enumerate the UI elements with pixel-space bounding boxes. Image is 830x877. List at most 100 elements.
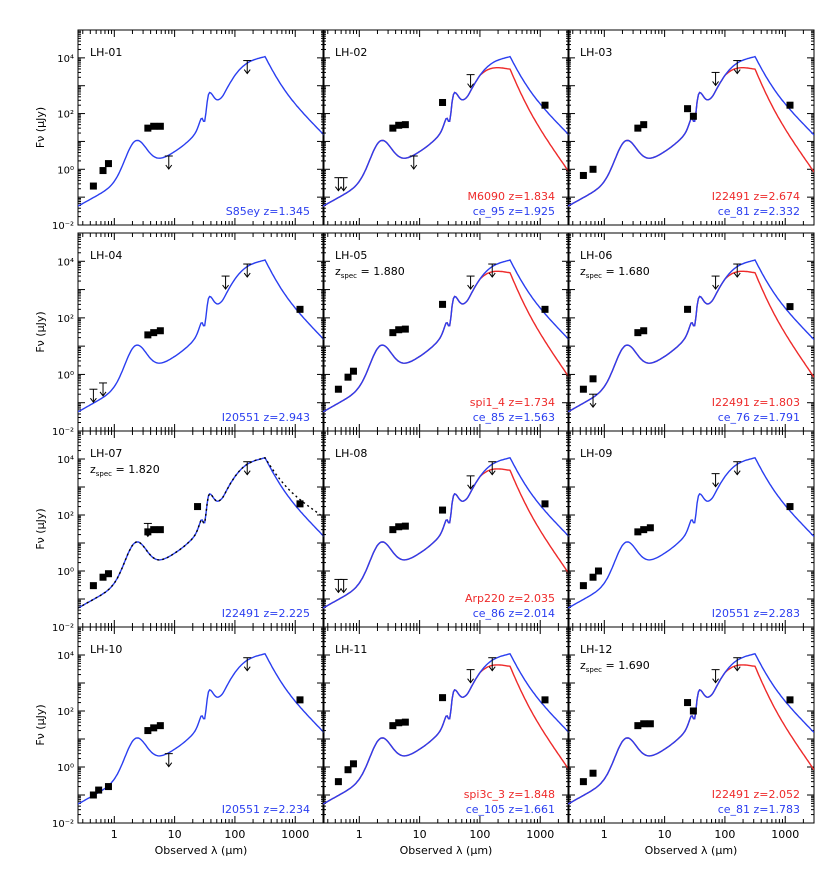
- photometry-point: [439, 694, 447, 702]
- sed-model-blue: [568, 457, 814, 609]
- y-tick-label: 10²: [57, 110, 74, 121]
- photometry-point: [395, 719, 403, 727]
- model-curves: [323, 457, 569, 609]
- x-axis-label: Observed λ (μm): [645, 844, 738, 857]
- photometry-point: [344, 766, 352, 774]
- panel-lh-05: LH-05 zspec = 1.880 spi1_4 z=1.734 ce_85 z=…: [322, 232, 570, 432]
- upper-limit-arrowhead: [99, 391, 107, 397]
- photometry-point: [541, 101, 549, 109]
- y-tick-label: 10⁻²: [52, 819, 74, 830]
- x-tick-label: 10: [168, 828, 182, 841]
- upper-limit-arrowhead: [467, 484, 474, 490]
- photometry-point: [401, 121, 409, 129]
- photometry-point: [389, 722, 397, 730]
- panel-lh-09: LH-09 I20551 z=2.283: [567, 430, 815, 628]
- upper-limit-arrowhead: [733, 272, 741, 278]
- y-axis-label: Fν (μJy): [34, 107, 47, 148]
- fit-label: ce_81 z=2.332: [718, 205, 800, 218]
- model-curves: [78, 259, 324, 413]
- photometry-point: [646, 720, 654, 728]
- photometry-point: [589, 375, 597, 383]
- panel-lh-08: LH-08 Arp220 z=2.035 ce_86 z=2.014: [322, 430, 570, 628]
- panel-label: LH-05: [335, 249, 367, 262]
- panel-label: LH-11: [335, 643, 367, 656]
- zspec-label: zspec = 1.690: [580, 659, 650, 674]
- panel-lh-02: LH-02 M6090 z=1.834 ce_95 z=1.925: [322, 29, 570, 226]
- photometry-point: [640, 720, 648, 728]
- photometry-point: [579, 171, 587, 179]
- y-tick-label: 10²: [57, 511, 74, 522]
- fit-label: I22491 z=2.052: [712, 788, 800, 801]
- y-axis-label: Fν (μJy): [34, 508, 47, 549]
- fit-label: ce_86 z=2.014: [473, 607, 555, 620]
- panel-label: LH-01: [90, 46, 122, 59]
- photometry-point: [389, 526, 397, 534]
- panel-frame: [322, 626, 570, 824]
- sed-model-black: [78, 457, 324, 609]
- photometry-point: [684, 305, 692, 313]
- photometry-point: [684, 699, 692, 707]
- photometry-point: [95, 786, 103, 794]
- photometry-point: [395, 326, 403, 334]
- panel-frame: [77, 232, 325, 432]
- panel-label: LH-06: [580, 249, 612, 262]
- sed-model-red: [323, 468, 569, 609]
- panel-label: LH-03: [580, 46, 612, 59]
- photometry-point: [786, 101, 794, 109]
- photometry-point: [634, 329, 642, 337]
- sed-model-red: [568, 270, 814, 413]
- panel-label: LH-07: [90, 447, 122, 460]
- y-tick-label: 10⁴: [57, 257, 74, 268]
- zspec-label: zspec = 1.880: [335, 265, 405, 280]
- x-tick-label: 100: [469, 828, 490, 841]
- model-curves: [568, 653, 814, 805]
- model-curves: [78, 55, 324, 207]
- panel-lh-04: LH-04 I20551 z=2.943: [77, 232, 325, 432]
- panel-frame: [567, 29, 815, 226]
- zspec-label: zspec = 1.820: [90, 463, 160, 478]
- photometry-point: [395, 523, 403, 531]
- fit-label: ce_76 z=1.791: [718, 411, 800, 424]
- photometry-point: [684, 105, 692, 113]
- photometry-point: [144, 331, 152, 339]
- photometry-point: [156, 526, 164, 534]
- panel-lh-11: LH-11 spi3c_3 z=1.848 ce_105 z=1.661: [322, 626, 570, 824]
- fit-label: spi1_4 z=1.734: [470, 396, 555, 409]
- upper-limit-arrowhead: [712, 81, 719, 87]
- photometry-point: [156, 122, 164, 130]
- upper-limit-arrowhead: [144, 532, 152, 538]
- upper-limit-arrowhead: [222, 284, 229, 290]
- upper-limit-arrowhead: [243, 272, 251, 278]
- upper-limit-arrowhead: [243, 666, 251, 672]
- sed-model-blue: [568, 55, 814, 207]
- upper-limit-arrowhead: [589, 402, 597, 409]
- photometry-point: [99, 573, 107, 581]
- model-curves: [78, 653, 324, 805]
- panel-label: LH-12: [580, 643, 612, 656]
- photometry-point: [589, 165, 597, 173]
- photometry-point: [89, 182, 97, 190]
- photometry-point: [640, 121, 648, 129]
- x-tick-label: 1000: [281, 828, 309, 841]
- fit-label: M6090 z=1.834: [468, 190, 555, 203]
- photometry-point: [144, 124, 152, 132]
- upper-limit-arrowhead: [410, 164, 418, 170]
- fit-label: S85ey z=1.345: [226, 205, 310, 218]
- photometry-point: [589, 769, 597, 777]
- photometry-point: [579, 778, 587, 786]
- upper-limit-arrowhead: [733, 470, 741, 476]
- panel-lh-10: LH-10 I20551 z=2.234: [77, 626, 325, 824]
- model-curves: [323, 259, 569, 413]
- sed-model-blue: [323, 55, 569, 207]
- photometry-point: [150, 526, 158, 534]
- photometry-point: [389, 329, 397, 337]
- upper-limit-arrowhead: [712, 284, 719, 290]
- photometry-point: [156, 327, 164, 335]
- photometry-point: [334, 778, 342, 786]
- fit-label: I22491 z=2.674: [712, 190, 800, 203]
- photometry-point: [144, 727, 152, 735]
- y-tick-label: 10⁰: [57, 763, 74, 774]
- upper-limit-arrowhead: [488, 272, 496, 278]
- photometry-point: [594, 567, 602, 575]
